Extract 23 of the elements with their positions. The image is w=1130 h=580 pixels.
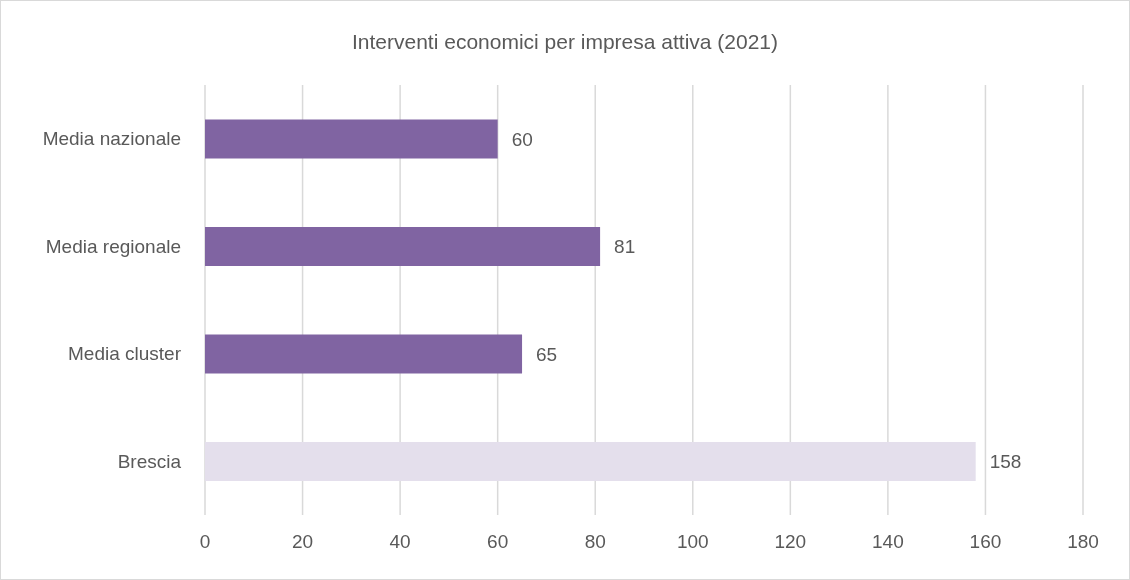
y-tick-label: Media nazionale (42, 128, 181, 150)
y-tick-label: Media regionale (45, 235, 181, 257)
data-label: 81 (614, 236, 636, 258)
x-tick-label: 0 (199, 531, 211, 553)
x-tick-label: 180 (1067, 531, 1099, 553)
x-tick-label: 140 (872, 531, 904, 553)
bar (205, 334, 523, 374)
data-label: 158 (989, 451, 1022, 473)
y-tick-label: Brescia (117, 450, 182, 472)
data-label: 65 (536, 343, 558, 365)
x-tick-label: 60 (487, 531, 509, 553)
x-tick-label: 100 (676, 531, 709, 553)
data-label: 60 (511, 128, 533, 150)
bar (205, 119, 498, 159)
chart-title: Interventi economici per impresa attiva (2021) (351, 29, 779, 55)
bar (205, 226, 601, 266)
x-tick-label: 120 (774, 531, 807, 553)
x-tick-label: 20 (291, 531, 314, 553)
x-tick-label: 80 (584, 531, 606, 553)
x-tick-label: 160 (969, 531, 1002, 553)
bar (205, 441, 976, 481)
x-tick-label: 40 (389, 531, 411, 553)
y-tick-label: Media cluster (68, 343, 182, 365)
